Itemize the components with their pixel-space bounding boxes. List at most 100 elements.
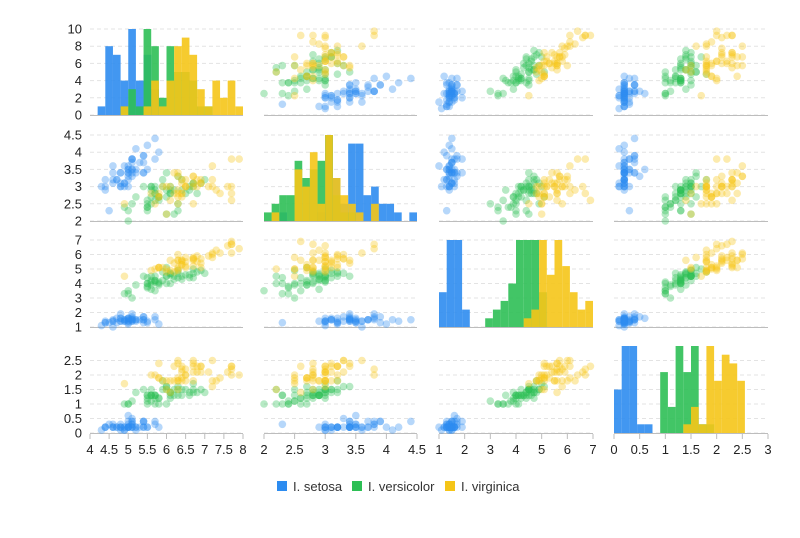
scatter-point (143, 394, 152, 403)
scatter-point (208, 175, 217, 184)
scatter-point (303, 76, 311, 85)
scatter-point (178, 175, 186, 184)
scatter-point (661, 91, 670, 100)
scatter-point (687, 68, 695, 76)
scatter-point (442, 423, 451, 432)
scatter-point (208, 162, 217, 170)
scatter-point (143, 279, 152, 288)
scatter-point (162, 279, 171, 288)
scatter-point (181, 263, 190, 272)
scatter-point (620, 94, 629, 102)
scatter-point (445, 169, 454, 177)
scatter-point (189, 182, 198, 191)
scatter-point (563, 61, 572, 70)
scatter-point (166, 377, 175, 385)
scatter-point (290, 371, 299, 379)
histogram-bar (348, 143, 356, 221)
scatter-point (174, 200, 182, 208)
scatter-point (321, 253, 330, 262)
scatter-point (155, 263, 163, 272)
scatter-point (178, 272, 186, 281)
scatter-point (333, 362, 342, 371)
scatter-point (525, 385, 533, 394)
scatter-point (321, 33, 330, 42)
scatter-point (101, 186, 110, 194)
scatter-point (687, 61, 695, 70)
scatter-point (687, 272, 695, 281)
scatter-point (527, 186, 536, 194)
scatter-point (155, 193, 163, 201)
scatter-point (143, 391, 152, 400)
scatter-point (370, 365, 378, 374)
scatter-point (707, 193, 716, 201)
scatter-point (512, 206, 520, 215)
scatter-point (733, 263, 741, 272)
scatter-point (208, 382, 217, 391)
scatter-point (448, 169, 456, 177)
scatter-point (514, 182, 523, 191)
scatter-point (116, 423, 125, 432)
scatter-point (227, 196, 236, 205)
scatter-point (309, 394, 317, 403)
scatter-point (553, 169, 561, 177)
scatter-point (212, 186, 221, 194)
scatter-point (309, 38, 317, 46)
scatter-point (120, 317, 129, 326)
scatter-point (155, 374, 163, 382)
scatter-point (620, 81, 629, 89)
scatter-point (666, 87, 675, 96)
scatter-point (216, 249, 224, 257)
scatter-point (661, 289, 670, 298)
scatter-point (687, 272, 695, 281)
scatter-point (189, 362, 198, 371)
scatter-point (333, 48, 342, 57)
scatter-point (272, 385, 281, 394)
scatter-point (494, 89, 502, 98)
x-tick-label: 4.5 (100, 442, 118, 457)
legend-swatch (445, 481, 455, 491)
scatter-point (450, 411, 459, 420)
scatter-point (135, 315, 144, 324)
scatter-point (116, 423, 125, 432)
scatter-point (499, 400, 507, 408)
x-tick-label: 4 (86, 442, 93, 457)
scatter-point (321, 94, 330, 102)
scatter-point (494, 206, 502, 215)
scatter-point (321, 55, 330, 63)
scatter-point (120, 272, 129, 281)
scatter-point (620, 317, 629, 326)
scatter-point (124, 172, 133, 181)
scatter-point (522, 394, 531, 403)
scatter-point (139, 318, 148, 327)
scatter-point (728, 262, 736, 270)
scatter-point (615, 317, 623, 326)
scatter-point (139, 151, 148, 160)
scatter-point (535, 48, 543, 57)
scatter-point (440, 423, 448, 432)
scatter-point (445, 426, 454, 434)
scatter-point (327, 385, 336, 394)
scatter-point (174, 377, 182, 385)
scatter-point (530, 61, 538, 70)
scatter-point (135, 158, 144, 167)
scatter-point (345, 94, 354, 102)
scatter-point (723, 253, 731, 262)
scatter-point (321, 74, 330, 83)
scatter-point (445, 182, 454, 191)
scatter-point (535, 371, 543, 379)
histogram-bar (317, 203, 326, 221)
scatter-point (309, 66, 317, 74)
scatter-point (345, 423, 354, 432)
scatter-point (445, 102, 454, 111)
scatter-point (620, 85, 629, 93)
scatter-point (563, 356, 572, 365)
scatter-point (661, 284, 670, 292)
scatter-point (178, 175, 186, 184)
scatter-point (682, 273, 690, 282)
scatter-point (530, 66, 538, 74)
scatter-point (309, 263, 317, 272)
scatter-point (321, 388, 330, 397)
scatter-point (625, 87, 634, 96)
scatter-point (671, 66, 680, 74)
scatter-point (625, 98, 634, 106)
